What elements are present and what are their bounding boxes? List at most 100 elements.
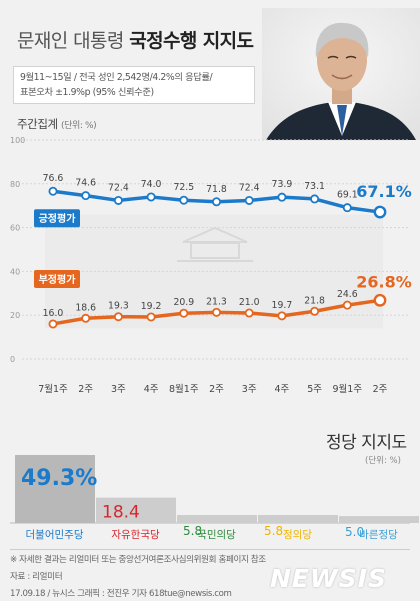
data-label: 71.8 [206,184,227,195]
data-point [113,312,123,322]
data-label: 73.9 [272,179,293,190]
data-label: 69.1 [337,190,358,201]
data-point [113,195,123,205]
bar [177,515,257,523]
bar-category-label: 자유한국당 [111,529,160,541]
bar-category-label: 바른정당 [359,529,398,541]
data-label-highlight: 26.8% [356,272,412,291]
survey-line-2: 표본오차 ±1.9%p (95% 신뢰수준) [20,87,154,98]
data-label: 18.6 [75,302,96,313]
data-point [342,203,352,213]
approval-line-chart: 0 20 40 60 80 100 7월1주 2주 3주 4주 8월1주 2주 3주 4주 5주 9월1주 2주… [10,136,412,395]
series-tag-1 [34,269,80,288]
bar-value-label: 49.3% [21,466,97,491]
data-label: 72.5 [173,182,194,193]
survey-info-box: 9월11~15일 / 전국 성인 2,542명/4.2%의 응답률/ 표본오차 … [13,66,255,104]
data-point [211,197,221,207]
x-tick-label: 5주 [307,384,322,395]
series-name-label: 부정평가 [39,273,77,286]
data-point [146,312,156,322]
x-tick-label: 2주 [78,384,93,395]
x-tick-label: 3주 [111,384,126,395]
bar-category-label: 더불어민주당 [26,529,84,541]
weekly-unit: (단위: %) [61,121,97,131]
bar [258,515,338,523]
data-point [146,192,156,202]
x-tick-label: 3주 [242,384,257,395]
data-point [277,192,287,202]
bar-value-label: 5.8 [264,524,283,538]
bar-category-label: 정의당 [283,529,312,541]
y-tick-label: 80 [10,180,20,189]
data-point [373,205,387,219]
data-label: 21.8 [304,295,325,306]
y-tick-label: 40 [10,267,20,276]
data-point [244,308,254,318]
data-point [373,293,387,307]
y-tick-label: 60 [10,224,20,233]
x-tick-label: 4주 [144,384,159,395]
president-portrait-icon [262,8,420,140]
data-point [244,195,254,205]
data-label: 19.7 [272,300,293,311]
footer-note: ※ 자세한 결과는 리얼미터 또는 중앙선거여론조사심의위원회 홈페이지 참조 [10,555,266,565]
survey-line-1: 9월11~15일 / 전국 성인 2,542명/4.2%의 응답률/ [20,72,213,83]
data-point [81,191,91,201]
bar [339,516,419,523]
cheongwadae-seal-icon [177,226,253,262]
bar-value-label: 5.0 [345,525,364,539]
data-point [310,194,320,204]
data-label: 24.6 [337,289,358,300]
y-tick-label: 100 [10,136,25,145]
footer-credit: 17.09.18 / 뉴시스 그래픽 : 전진우 기자 618tue@newsi… [10,589,232,599]
bar-value-label: 18.4 [102,503,140,523]
seal-body [190,242,240,259]
data-label: 16.0 [43,308,64,319]
data-label: 72.4 [239,182,260,193]
title-light: 문재인 대통령 [17,30,124,52]
y-tick-label: 20 [10,311,20,320]
weekly-label: 주간집계 (단위: %) [17,116,97,132]
footer-notes: ※ 자세한 결과는 리얼미터 또는 중앙선거여론조사심의위원회 홈페이지 참조 … [10,552,266,601]
data-point [179,195,189,205]
data-label: 74.0 [141,179,162,190]
data-label: 72.4 [108,182,129,193]
title-bold: 국정수행 지지도 [129,30,254,52]
footer-source: 자료 : 리얼미터 [10,572,63,582]
party-chart-unit: (단위: %) [365,456,401,466]
data-point [310,306,320,316]
page-title: 문재인 대통령 국정수행 지지도 [17,26,254,53]
bar [96,497,176,523]
data-label: 21.0 [239,297,260,308]
x-tick-label: 8월1주 [169,383,199,395]
party-chart-title: 정당 지지도 [326,433,407,453]
series-tag-0 [34,209,80,228]
data-label: 19.3 [108,301,129,312]
data-point [342,300,352,310]
x-tick-label: 2주 [209,384,224,395]
x-tick-label: 7월1주 [38,383,68,395]
data-label: 21.3 [206,296,227,307]
data-label: 74.6 [75,178,96,189]
data-point [211,307,221,317]
weekly-label-text: 주간집계 [17,117,58,131]
x-tick-label: 4주 [275,384,290,395]
x-tick-label: 9월1주 [333,383,363,395]
data-label: 20.9 [173,297,194,308]
data-point [81,313,91,323]
data-point [48,186,58,196]
data-label: 19.2 [141,301,162,312]
y-tick-label: 0 [10,355,15,364]
data-label: 76.6 [43,173,64,184]
data-label: 73.1 [304,181,325,192]
data-point [48,319,58,329]
data-point [179,308,189,318]
bar-category-label: 국민의당 [197,529,236,541]
bar [15,455,95,523]
series-name-label: 긍정평가 [39,212,77,225]
data-label-highlight: 67.1% [356,182,412,201]
newsis-watermark: NEWSIS [270,564,387,593]
bar-value-label: 5.8 [183,524,202,538]
data-point [277,311,287,321]
